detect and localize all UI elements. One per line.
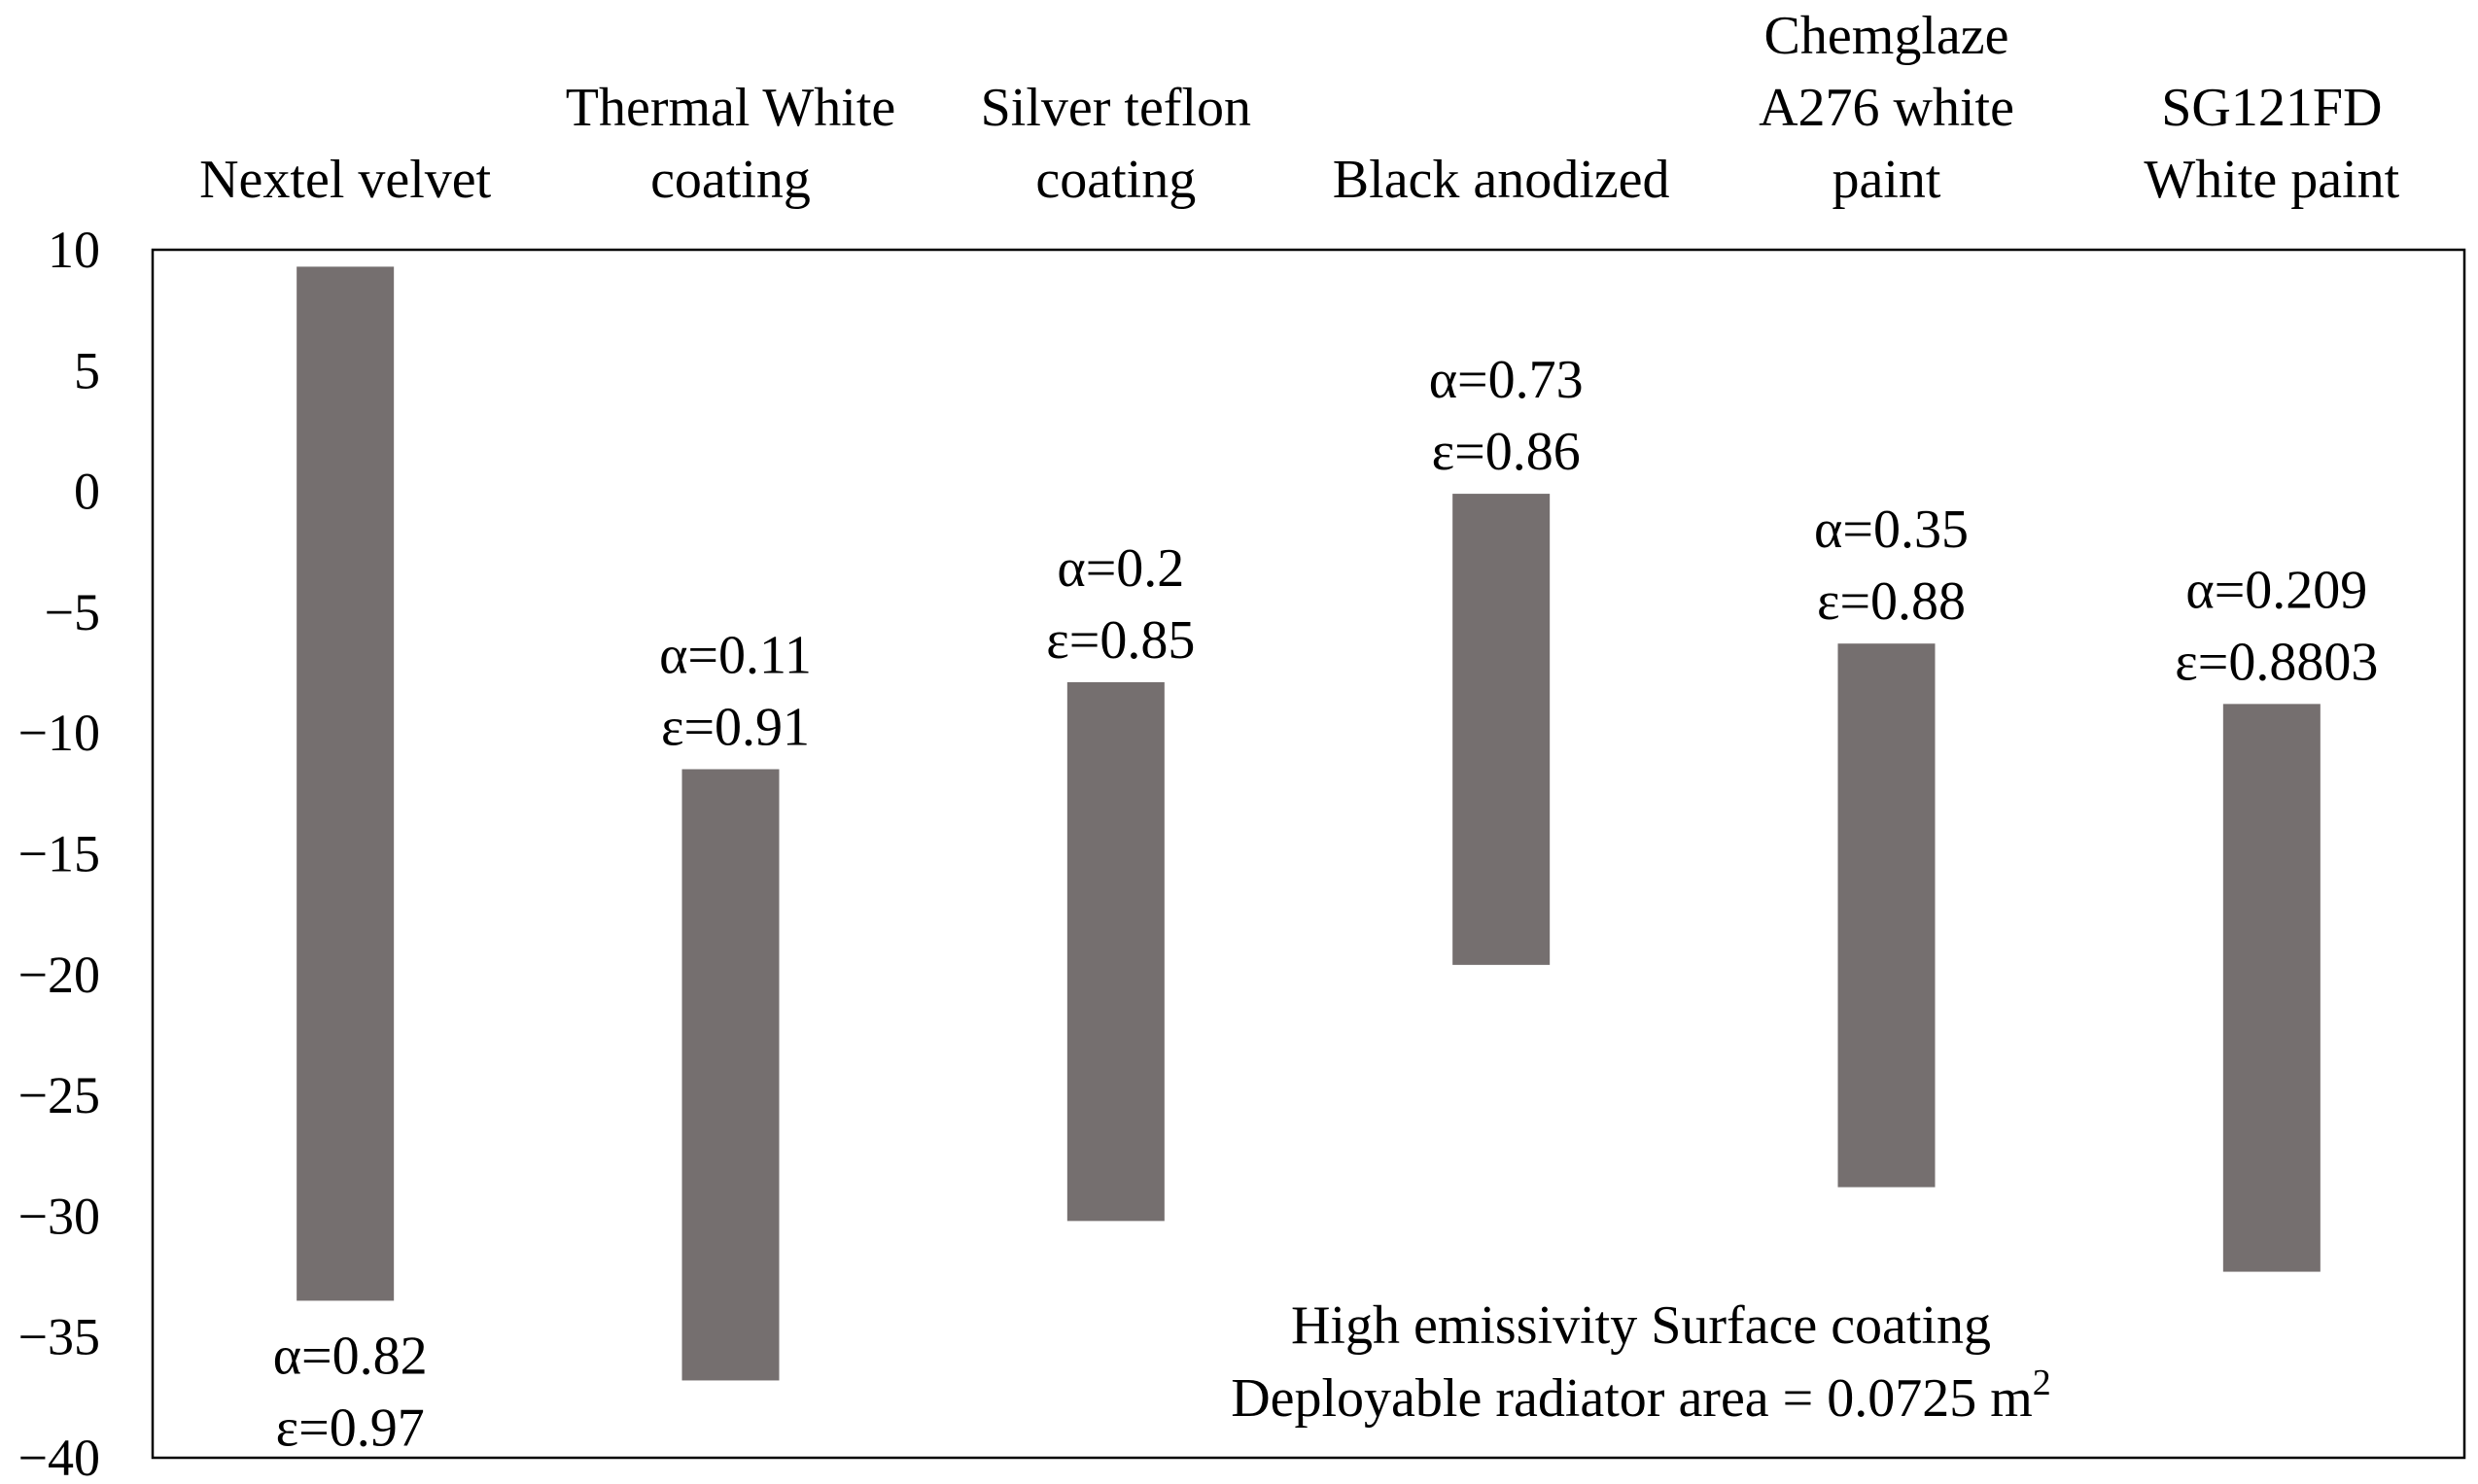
annotation-radiator-area-superscript: 2: [2033, 1363, 2051, 1403]
category-label: Nextel velvet: [199, 150, 492, 210]
data-label-alpha: α=0.82: [273, 1326, 428, 1386]
y-tick-label: 10: [48, 221, 100, 279]
y-tick-label: −35: [18, 1308, 100, 1366]
data-label-epsilon: ε=0.86: [1432, 422, 1581, 482]
y-tick-label: −25: [18, 1066, 100, 1124]
annotation-radiator-area-text: Deployable radiator area = 0.0725 m: [1231, 1368, 2033, 1429]
y-tick-label: −40: [18, 1429, 100, 1479]
category-label: coating: [650, 150, 811, 210]
y-tick-label: −5: [45, 583, 100, 641]
bar: [1837, 643, 1936, 1188]
category-label: Thermal White: [566, 78, 896, 138]
bar: [1066, 681, 1165, 1222]
category-label: A276 white: [1759, 78, 2014, 138]
data-label-epsilon: ε=0.97: [276, 1398, 425, 1458]
category-label: coating: [1035, 150, 1196, 210]
y-tick-label: −10: [18, 704, 100, 762]
y-tick-label: −15: [18, 825, 100, 883]
data-label-epsilon: ε=0.91: [661, 697, 810, 757]
data-label-alpha: α=0.11: [659, 625, 812, 685]
data-label-epsilon: ε=0.88: [1817, 571, 1966, 632]
annotation-coating-type: High emissivity Surface coating: [1291, 1295, 1991, 1356]
bar: [297, 266, 395, 1301]
bar: [1452, 494, 1551, 965]
bar: [2222, 704, 2321, 1272]
y-tick-label: 0: [74, 463, 100, 521]
data-label-epsilon: ε=0.8803: [2175, 632, 2378, 692]
data-label-alpha: α=0.35: [1814, 500, 1969, 560]
data-label-alpha: α=0.2: [1057, 538, 1184, 599]
data-label-alpha: α=0.73: [1429, 350, 1584, 410]
y-tick-label: −30: [18, 1187, 100, 1245]
y-tick-label: 5: [74, 341, 100, 399]
plot-area: [151, 248, 2466, 1460]
category-label: Black anodized: [1333, 150, 1670, 210]
bar: [681, 769, 780, 1381]
category-label: White paint: [2144, 150, 2399, 210]
data-label-epsilon: ε=0.85: [1046, 610, 1195, 671]
category-label: Chemglaze: [1764, 6, 2009, 66]
category-label: Silver teflon: [981, 78, 1251, 138]
y-tick-label: −20: [18, 946, 100, 1004]
annotation-radiator-area: Deployable radiator area = 0.0725 m2: [1231, 1363, 2051, 1429]
data-label-alpha: α=0.209: [2185, 560, 2367, 620]
category-label: paint: [1832, 150, 1941, 210]
category-label: SG121FD: [2161, 78, 2382, 138]
